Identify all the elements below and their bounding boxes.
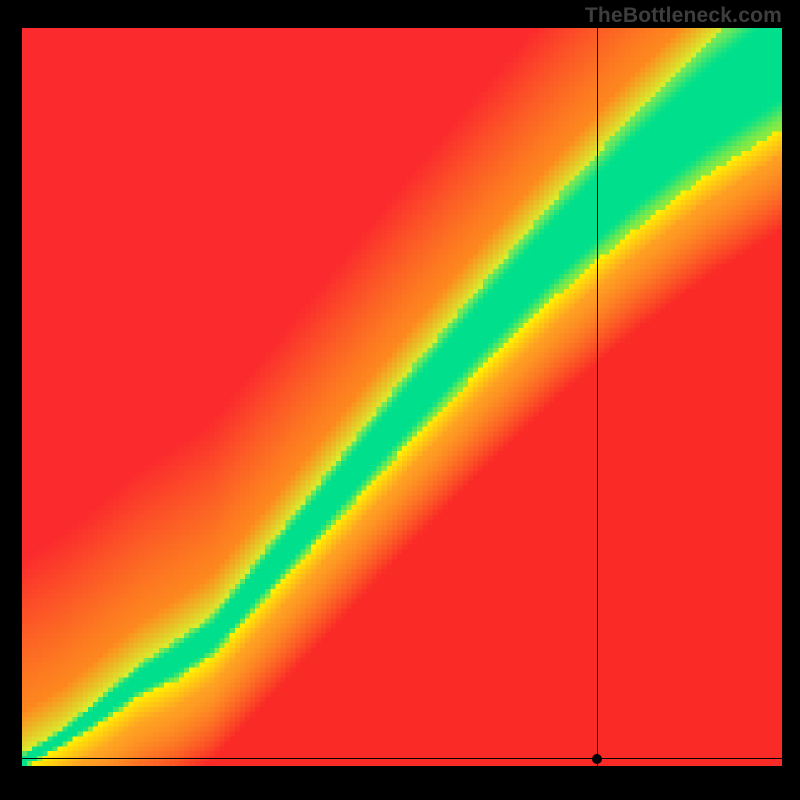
crosshair-horizontal [22,758,782,759]
crosshair-vertical [597,28,598,766]
selection-marker [592,754,602,764]
watermark-text: TheBottleneck.com [585,4,782,28]
chart-container: TheBottleneck.com [0,0,800,800]
heatmap-canvas [22,28,782,766]
